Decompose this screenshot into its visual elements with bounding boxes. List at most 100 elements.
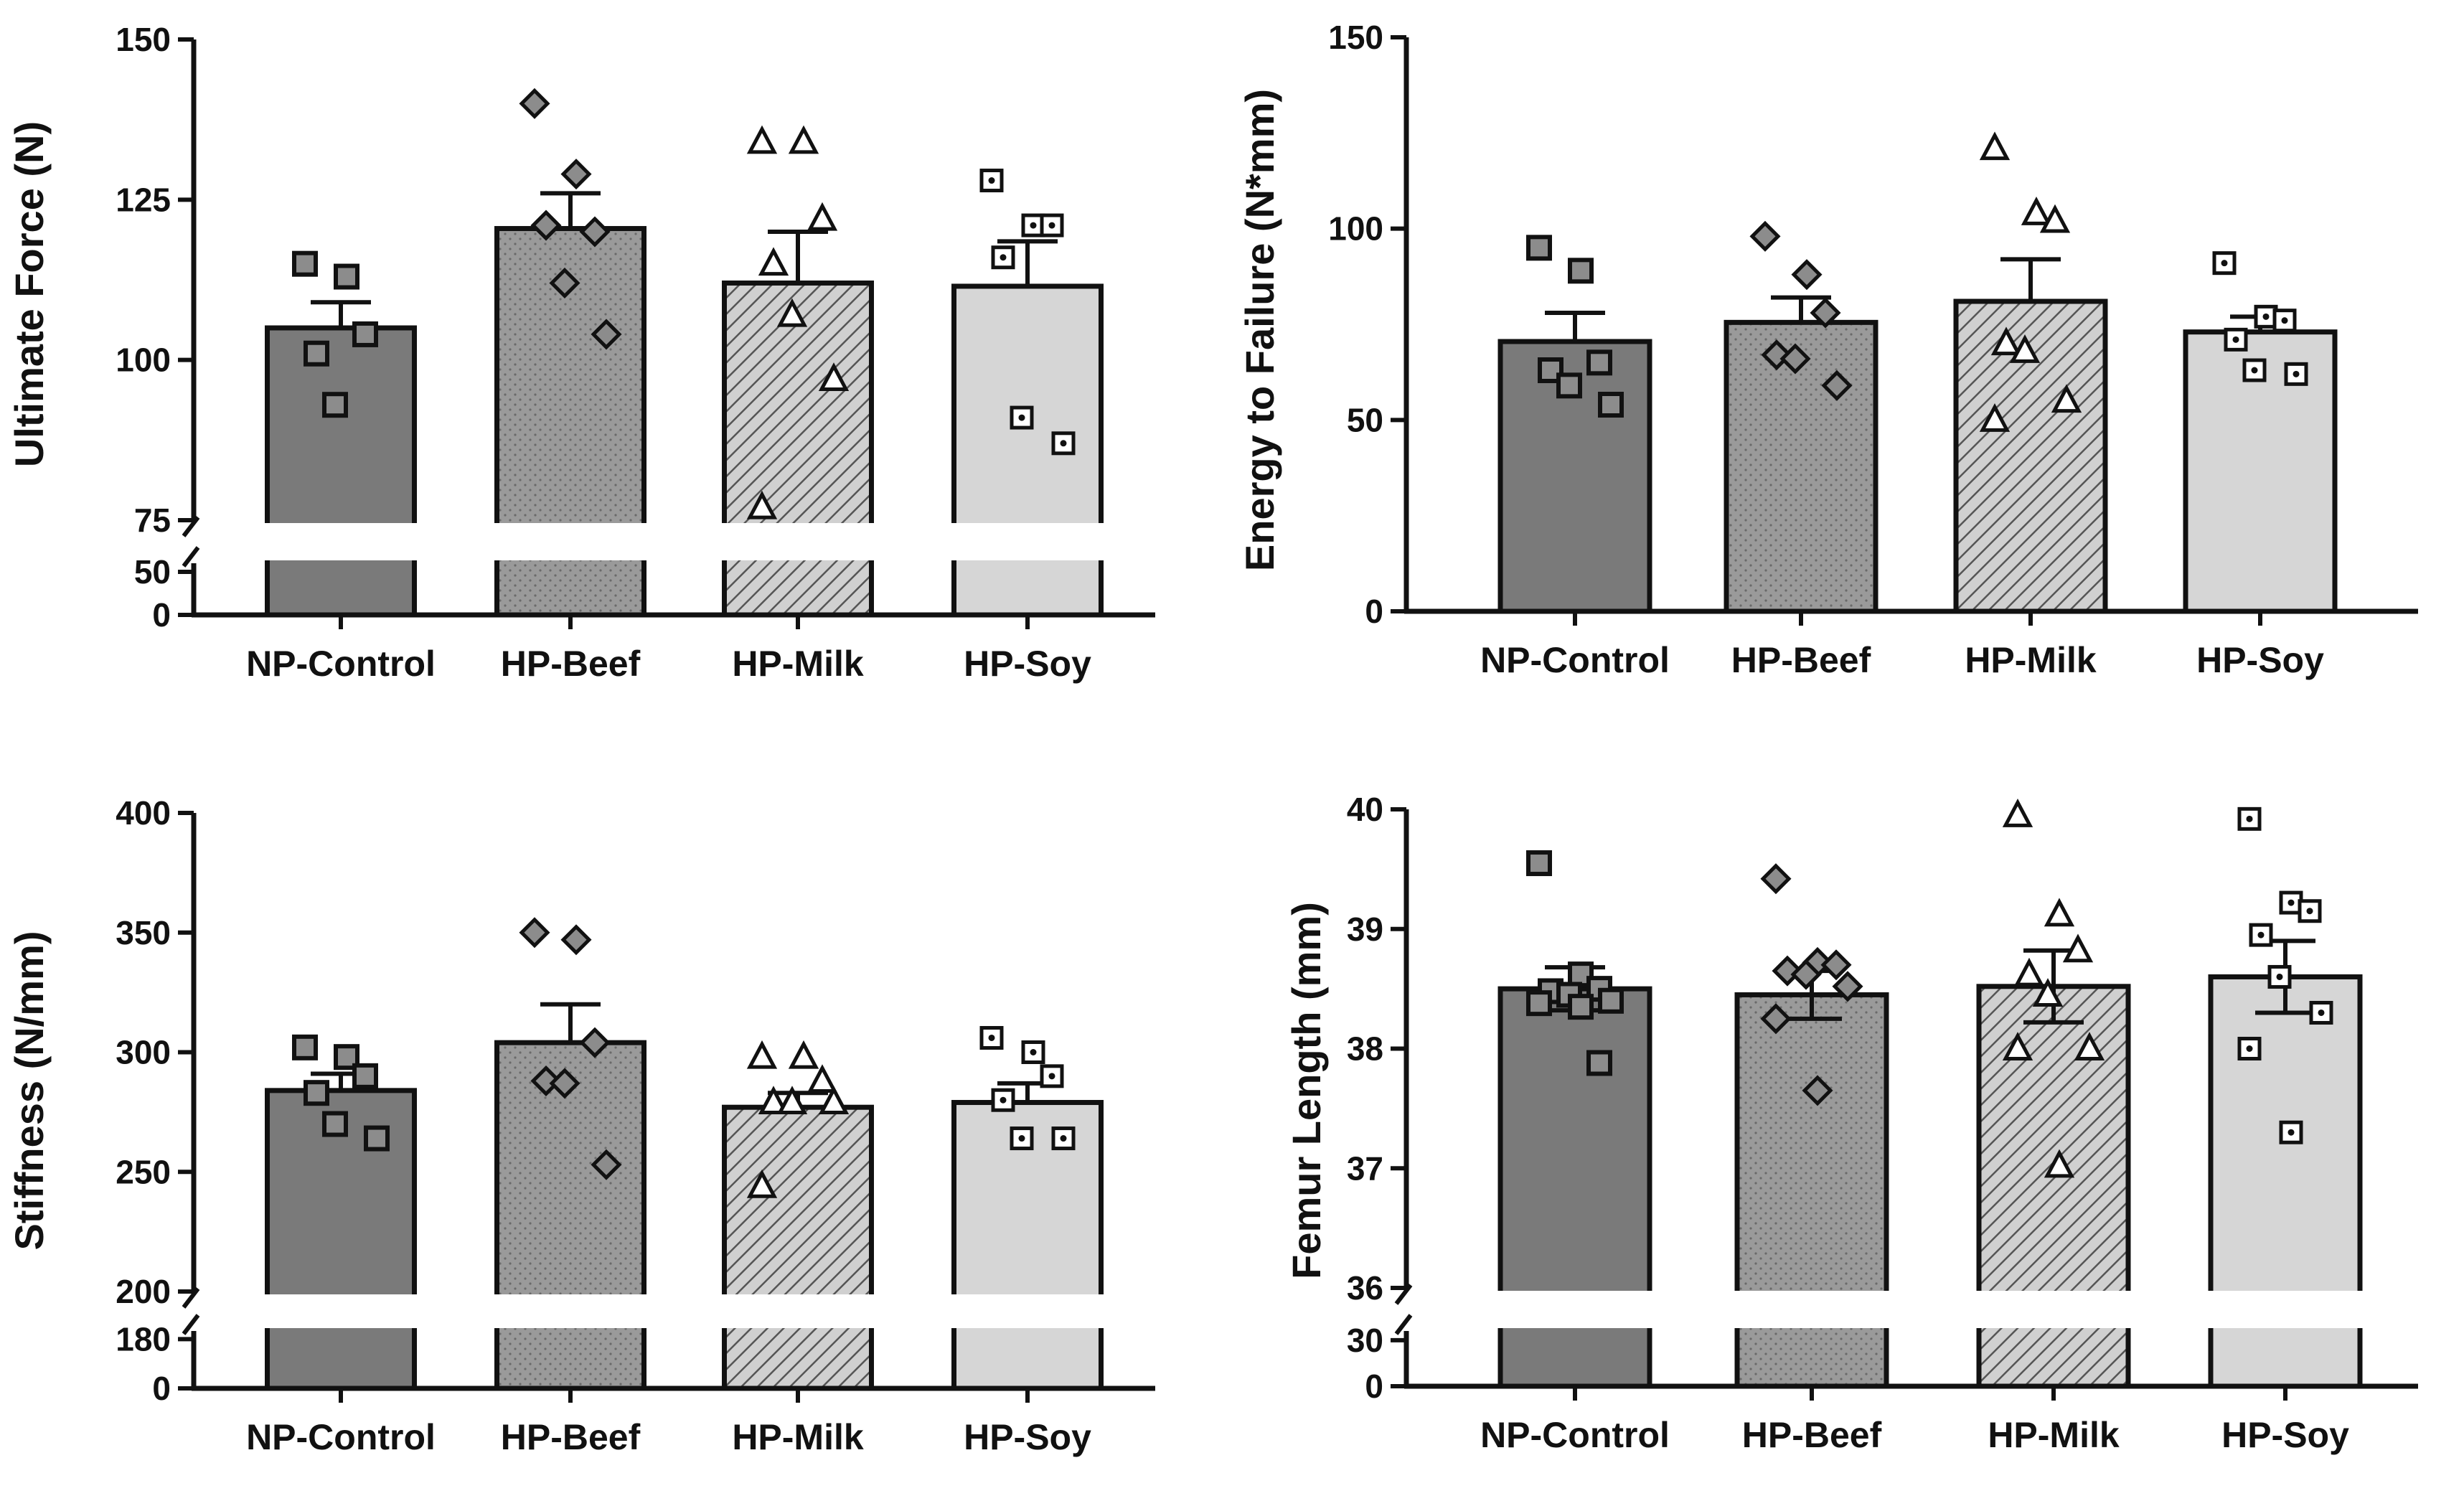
data-point-hp-soy-dot [2287,899,2295,906]
data-point-hp-soy-dot [1048,222,1055,229]
data-point-hp-beef [579,1027,611,1058]
data-point-np-control [1586,349,1612,376]
data-point-hp-soy [1010,405,1034,430]
data-point-hp-beef [1832,971,1863,1002]
data-point-np-control [334,263,359,290]
data-point-hp-soy-dot [1018,1135,1025,1142]
data-point-np-control [1586,1050,1612,1076]
data-point-hp-beef [1820,949,1852,981]
data-point-hp-beef [549,1068,580,1099]
bar-hp-soy [951,1100,1104,1391]
data-point-hp-beef [579,216,611,248]
data-point-hp-milk [746,1040,778,1069]
data-point-hp-soy-dot [2293,370,2300,377]
data-point-hp-beef [591,319,622,350]
data-point-hp-milk [818,362,850,391]
data-point-np-control [1568,258,1594,284]
y-tick-label: 0 [152,596,171,634]
data-point-hp-beef [519,917,550,949]
data-point-hp-soy-dot [2281,317,2288,324]
data-point-hp-milk [1979,131,2011,161]
data-point-hp-milk [776,1086,808,1115]
x-tick-label: HP-Milk [1988,1415,2120,1455]
y-tick-label: 39 [1347,911,1383,948]
data-point-hp-milk [2002,1032,2033,1060]
data-point-hp-beef [1761,339,1792,371]
data-point-hp-soy [2267,964,2292,989]
data-point-hp-soy [2279,1120,2303,1144]
y-tick-label: 0 [1365,593,1383,630]
data-point-hp-beef [560,924,592,956]
data-point-hp-soy-dot [988,177,995,184]
y-axis-title: Stiffness (N/mm) [6,931,52,1251]
data-point-np-control [1526,850,1552,877]
data-point-hp-soy-dot [2262,313,2270,320]
data-point-hp-milk [2009,334,2041,363]
y-tick-label: 150 [116,21,171,58]
data-point-hp-soy-dot [1000,254,1007,261]
data-point-hp-soy-dot [2221,260,2228,267]
data-point-hp-beef [530,210,562,241]
data-point-hp-milk [758,1086,789,1115]
data-point-hp-soy-dot [2318,1009,2325,1016]
data-point-hp-milk [807,1064,838,1093]
y-tick-label: 400 [116,794,171,832]
data-point-np-control [1526,990,1552,1017]
data-point-hp-soy-dot [2287,1129,2295,1136]
data-point-hp-milk [776,298,808,327]
data-point-np-control [322,392,348,418]
x-tick-label: HP-Beef [1742,1415,1882,1455]
data-point-np-control [352,1063,378,1089]
data-point-hp-beef [1779,343,1811,375]
y-tick-label: 37 [1347,1149,1383,1187]
y-tick-label: 125 [116,181,171,218]
y-tick-label: 75 [134,502,171,539]
bar-hp-milk [722,1104,874,1391]
data-point-hp-milk [746,490,778,519]
x-tick-label: NP-Control [1480,640,1670,680]
axis-break-gap [172,1294,1162,1328]
data-point-hp-milk [2044,898,2075,927]
y-tick-label: 0 [1365,1368,1383,1405]
femur-length-chart: 0 30 36 37 38 39 40 NP-Control HP-Beef HP-Milk HP-… [1284,791,2425,1455]
y-tick-label: 200 [116,1273,171,1310]
ultimate-force-chart: 0 50 75 100 125 150 NP-Control HP-Beef HP-Milk HP… [6,21,1162,684]
data-point-hp-beef [1821,370,1853,401]
data-point-hp-milk [2002,799,2033,827]
data-point-hp-soy-dot [1048,1073,1055,1080]
data-point-np-control [352,321,378,347]
axis-break-mark [182,546,200,568]
data-point-hp-soy-dot [2232,336,2239,343]
data-point-hp-milk [2062,933,2094,963]
data-point-hp-milk [2039,204,2071,233]
y-tick-label: 300 [116,1034,171,1071]
axis-break-gap [1385,1291,2425,1328]
data-point-hp-milk [1979,403,2011,432]
data-point-np-control [1526,235,1552,261]
data-point-hp-beef [1760,1003,1792,1035]
stiffness-chart: 0 180 200 250 300 350 400 NP-Control HP-Beef HP-M… [6,794,1162,1457]
bar-hp-beef [494,1040,646,1391]
y-tick-label: 40 [1347,791,1383,828]
data-point-np-control [304,1080,329,1106]
y-axis-title: Energy to Failure (N*mm) [1237,89,1282,571]
data-point-hp-soy-dot [2306,908,2313,915]
y-tick-label: 36 [1347,1269,1383,1307]
data-point-hp-beef [1802,1075,1833,1106]
bar-np-control [265,325,417,618]
y-tick-label: 50 [1347,401,1383,438]
data-point-hp-milk [2032,978,2064,1007]
x-tick-label: HP-Soy [2196,640,2324,680]
y-tick-label: 30 [1347,1322,1383,1359]
bar-hp-soy [951,283,1104,618]
data-point-hp-soy [2272,309,2297,333]
x-tick-label: NP-Control [246,1417,436,1457]
x-tick-label: HP-Soy [2221,1415,2349,1455]
data-point-hp-milk [746,1169,778,1198]
data-point-hp-soy-dot [1060,1135,1067,1142]
data-point-hp-beef [1790,959,1822,990]
data-point-hp-beef [549,267,580,299]
data-point-hp-soy-dot [988,1034,995,1041]
data-point-hp-beef [530,1065,562,1097]
